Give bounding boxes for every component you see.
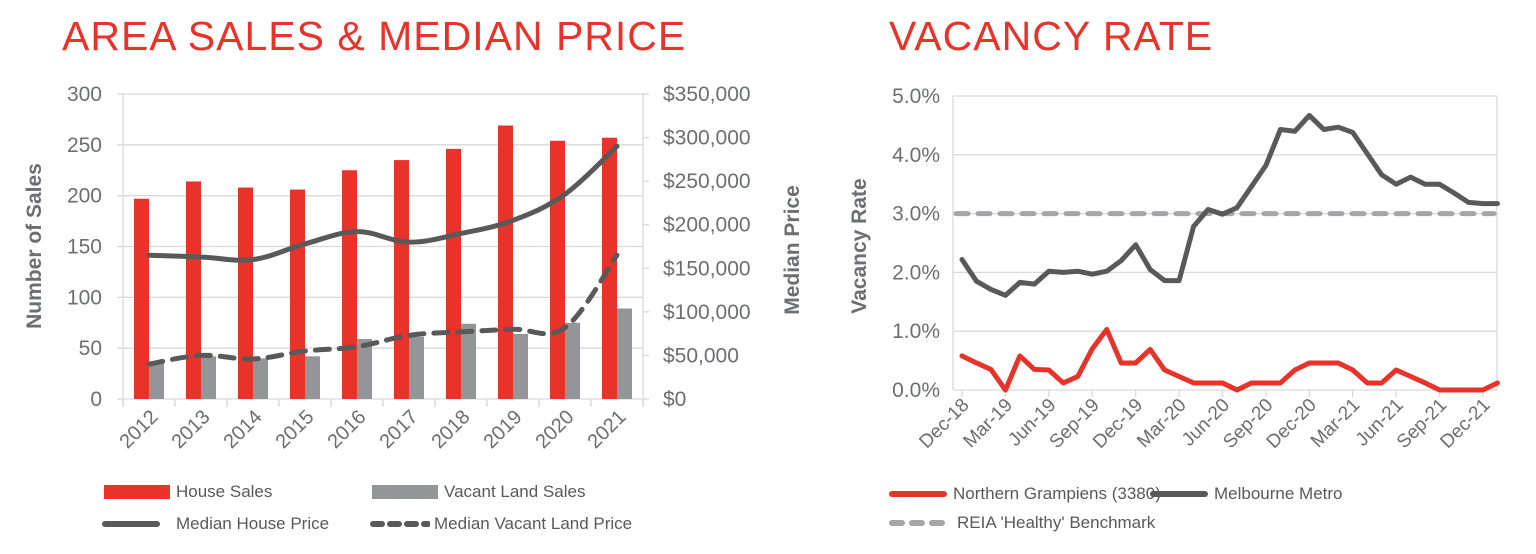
left-tick-label: 150 [67, 236, 102, 259]
vacancy-chart-y-axis: 5.0% 4.0% 3.0% 2.0% 1.0% 0.0% [892, 85, 940, 402]
year-tick-label: 2013 [168, 406, 215, 453]
left-tick-label: 0 [90, 388, 102, 411]
legend-median-house-price: Median House Price [102, 514, 329, 534]
vacancy-tick-label: 0.0% [892, 379, 940, 402]
legend-label: Northern Grampiens (3380) [953, 484, 1161, 503]
vacant-land-sales-bar [149, 361, 164, 399]
legend-label: Melbourne Metro [1214, 484, 1343, 503]
legend-label: REIA 'Healthy' Benchmark [957, 513, 1156, 532]
left-axis-title: Number of Sales [23, 163, 46, 329]
dashed-line-swatch-icon [370, 521, 430, 527]
year-tick-label: 2021 [584, 406, 631, 453]
house-sales-bar [498, 125, 513, 400]
house-sales-bar [290, 189, 305, 399]
month-tick-label: Dec-19 [1089, 395, 1147, 453]
sales-chart-price-lines [146, 143, 620, 367]
vacancy-tick-label: 3.0% [892, 203, 940, 226]
median-vacant-land-price-line [146, 252, 620, 367]
legend-northern-grampiens: Northern Grampiens (3380) [889, 484, 1161, 504]
house-sales-bar [186, 181, 201, 399]
melbourne-metro-line [959, 112, 1500, 298]
house-sales-bar [394, 160, 409, 399]
right-tick-label: $150,000 [663, 257, 751, 280]
month-tick-label: Dec-18 [915, 395, 973, 453]
house-sales-bar [446, 148, 461, 399]
vacancy-axis-title: Vacancy Rate [848, 178, 871, 313]
month-tick-label: Mar-21 [1307, 395, 1364, 452]
sales-chart-bars [134, 125, 632, 400]
left-tick-label: 300 [67, 83, 102, 106]
legend-label: Vacant Land Sales [444, 482, 586, 501]
house-sales-bar [238, 187, 253, 399]
sales-median-price-chart: 300 250 200 150 100 50 0 $350,000 $300,000 $250,… [23, 83, 800, 453]
right-tick-label: $300,000 [663, 127, 751, 150]
legend-house-sales: House Sales [104, 482, 272, 502]
left-tick-label: 200 [67, 185, 102, 208]
vacancy-chart-x-axis: Dec-18Mar-19Jun-19Sep-19Dec-19Mar-20Jun-… [915, 395, 1494, 453]
legend-label: Median Vacant Land Price [434, 514, 633, 533]
vacancy-chart-title: VACANCY RATE [889, 13, 1214, 59]
house-sales-swatch-icon [104, 485, 170, 499]
median-house-price-line [146, 143, 620, 263]
vacant-land-sales-bar [513, 333, 528, 399]
right-axis-title: Median Price [781, 185, 800, 315]
vacant-land-sales-bar [409, 336, 424, 399]
vacancy-chart-gridlines [952, 95, 1498, 397]
vacant-land-sales-swatch-icon [372, 485, 438, 499]
year-tick-label: 2019 [480, 406, 527, 453]
right-tick-label: $50,000 [663, 344, 739, 367]
vacant-land-sales-bar [461, 323, 476, 399]
right-tick-label: $200,000 [663, 214, 751, 237]
year-tick-label: 2020 [532, 406, 579, 453]
vacancy-rate-chart: 5.0% 4.0% 3.0% 2.0% 1.0% 0.0% Dec-18Mar-19Jun… [848, 85, 1500, 453]
house-sales-bar [342, 170, 357, 399]
left-tick-label: 100 [67, 286, 102, 309]
vacancy-tick-label: 2.0% [892, 261, 940, 284]
month-tick-label: Dec-21 [1436, 395, 1494, 453]
sales-chart-left-axis: 300 250 200 150 100 50 0 [67, 83, 102, 411]
vacant-land-sales-bar [565, 322, 580, 399]
year-tick-label: 2018 [428, 406, 475, 453]
vacancy-tick-label: 4.0% [892, 144, 940, 167]
year-tick-label: 2015 [272, 406, 319, 453]
right-tick-label: $100,000 [663, 301, 751, 324]
legend-label: House Sales [176, 482, 273, 501]
year-tick-label: 2014 [220, 406, 267, 453]
sales-chart-title: AREA SALES & MEDIAN PRICE [62, 13, 687, 59]
sales-chart-right-axis: $350,000 $300,000 $250,000 $200,000 $150,000… [663, 83, 751, 411]
left-tick-label: 50 [79, 337, 102, 360]
legend-vacant-land-sales: Vacant Land Sales [372, 482, 585, 502]
year-tick-label: 2012 [116, 406, 163, 453]
year-tick-label: 2016 [324, 406, 371, 453]
month-tick-label: Mar-19 [960, 395, 1017, 452]
grey-line-swatch-icon [1150, 491, 1208, 497]
vacant-land-sales-bar [617, 308, 632, 399]
legend-benchmark: REIA 'Healthy' Benchmark [889, 513, 1155, 533]
vacancy-tick-label: 5.0% [892, 85, 940, 108]
vacancy-chart-lines [953, 112, 1500, 393]
legend-median-vacant-land-price: Median Vacant Land Price [370, 514, 632, 534]
vacant-land-sales-bar [305, 356, 320, 399]
sales-chart-x-axis: 2012 2013 2014 2015 2016 2017 2018 2019 2020 2021 [116, 406, 631, 453]
house-sales-bar [134, 198, 149, 399]
vacant-land-sales-bar [357, 339, 372, 399]
month-tick-label: Mar-20 [1133, 395, 1190, 452]
legend-melbourne-metro: Melbourne Metro [1150, 484, 1343, 504]
right-tick-label: $250,000 [663, 170, 751, 193]
vacancy-tick-label: 1.0% [892, 320, 940, 343]
solid-line-swatch-icon [102, 521, 160, 527]
month-tick-label: Dec-20 [1263, 395, 1321, 453]
red-line-swatch-icon [889, 491, 947, 497]
year-tick-label: 2017 [376, 406, 423, 453]
right-tick-label: $350,000 [663, 83, 751, 106]
right-tick-label: $0 [663, 388, 686, 411]
northern-grampiens-line [959, 326, 1500, 393]
vacant-land-sales-bar [253, 358, 268, 399]
legend-label: Median House Price [176, 514, 330, 533]
dashed-benchmark-swatch-icon [889, 520, 949, 526]
left-tick-label: 250 [67, 134, 102, 157]
vacant-land-sales-bar [201, 356, 216, 399]
house-sales-bar [550, 140, 565, 399]
